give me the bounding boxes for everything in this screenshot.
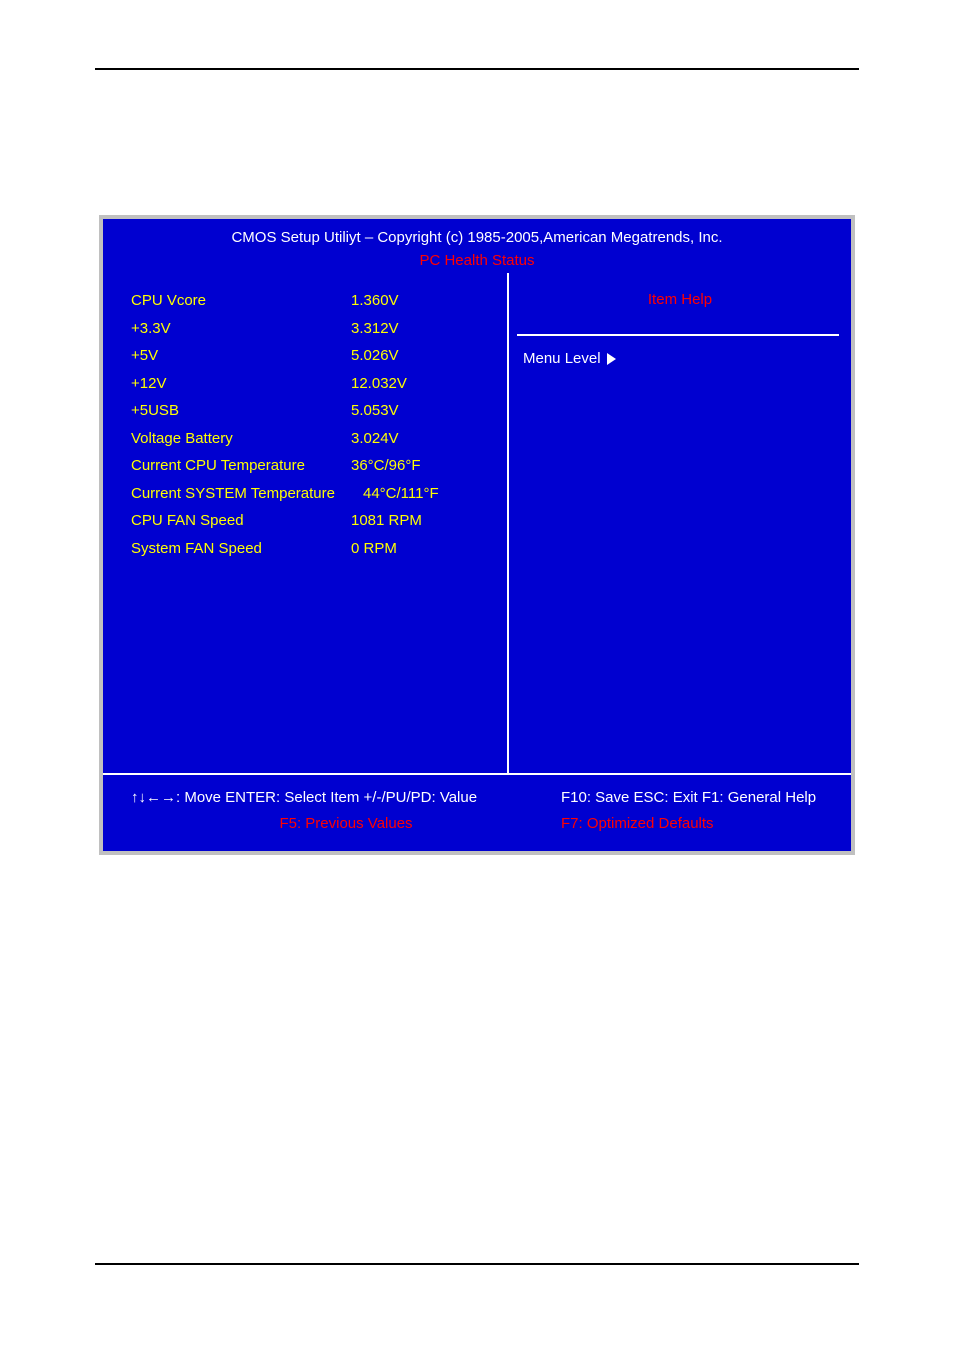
value-5v: 5.026V <box>351 342 399 370</box>
right-panel: Item Help Menu Level <box>507 273 851 773</box>
row-sys-fan[interactable]: System FAN Speed 0 RPM <box>131 535 503 563</box>
footer-row-1: ↑↓←→: Move ENTER: Select Item +/-/PU/PD:… <box>103 785 851 811</box>
value-cpu-vcore: 1.360V <box>351 287 399 315</box>
header-copyright: CMOS Setup Utiliyt – Copyright (c) 1985-… <box>103 229 851 246</box>
row-3v3[interactable]: +3.3V 3.312V <box>131 315 503 343</box>
left-panel: CPU Vcore 1.360V +3.3V 3.312V +5V 5.026V… <box>103 273 503 773</box>
menu-level: Menu Level <box>509 336 851 367</box>
item-help-title: Item Help <box>509 287 851 308</box>
value-sys-temp: 44°C/111°F <box>363 480 439 508</box>
footer-f5: F5: Previous Values <box>103 811 561 837</box>
bios-body: CPU Vcore 1.360V +3.3V 3.312V +5V 5.026V… <box>103 273 851 773</box>
row-vbat[interactable]: Voltage Battery 3.024V <box>131 425 503 453</box>
label-5usb: +5USB <box>131 397 351 425</box>
value-vbat: 3.024V <box>351 425 399 453</box>
label-sys-temp: Current SYSTEM Temperature <box>131 480 363 508</box>
label-cpu-vcore: CPU Vcore <box>131 287 351 315</box>
row-5usb[interactable]: +5USB 5.053V <box>131 397 503 425</box>
bios-window: CMOS Setup Utiliyt – Copyright (c) 1985-… <box>99 215 855 855</box>
page-bottom-divider <box>95 1263 859 1265</box>
footer-row-2: F5: Previous Values F7: Optimized Defaul… <box>103 811 851 837</box>
value-cpu-temp: 36°C/96°F <box>351 452 421 480</box>
menu-level-label: Menu Level <box>523 350 601 367</box>
row-cpu-temp[interactable]: Current CPU Temperature 36°C/96°F <box>131 452 503 480</box>
value-3v3: 3.312V <box>351 315 399 343</box>
row-sys-temp[interactable]: Current SYSTEM Temperature 44°C/111°F <box>131 480 503 508</box>
row-cpu-fan[interactable]: CPU FAN Speed 1081 RPM <box>131 507 503 535</box>
value-5usb: 5.053V <box>351 397 399 425</box>
label-vbat: Voltage Battery <box>131 425 351 453</box>
header-subtitle: PC Health Status <box>103 252 851 269</box>
row-12v[interactable]: +12V 12.032V <box>131 370 503 398</box>
label-cpu-temp: Current CPU Temperature <box>131 452 351 480</box>
label-3v3: +3.3V <box>131 315 351 343</box>
row-5v[interactable]: +5V 5.026V <box>131 342 503 370</box>
label-5v: +5V <box>131 342 351 370</box>
value-sys-fan: 0 RPM <box>351 535 397 563</box>
triangle-right-icon <box>607 353 616 365</box>
row-cpu-vcore[interactable]: CPU Vcore 1.360V <box>131 287 503 315</box>
page-top-divider <box>95 68 859 70</box>
footer-action-keys: F10: Save ESC: Exit F1: General Help <box>561 785 851 811</box>
bios-footer: ↑↓←→: Move ENTER: Select Item +/-/PU/PD:… <box>103 773 851 837</box>
label-12v: +12V <box>131 370 351 398</box>
bios-header: CMOS Setup Utiliyt – Copyright (c) 1985-… <box>103 219 851 273</box>
label-cpu-fan: CPU FAN Speed <box>131 507 351 535</box>
footer-nav-keys: ↑↓←→: Move ENTER: Select Item +/-/PU/PD:… <box>103 785 561 811</box>
value-cpu-fan: 1081 RPM <box>351 507 422 535</box>
footer-f7: F7: Optimized Defaults <box>561 811 851 837</box>
value-12v: 12.032V <box>351 370 407 398</box>
label-sys-fan: System FAN Speed <box>131 535 351 563</box>
